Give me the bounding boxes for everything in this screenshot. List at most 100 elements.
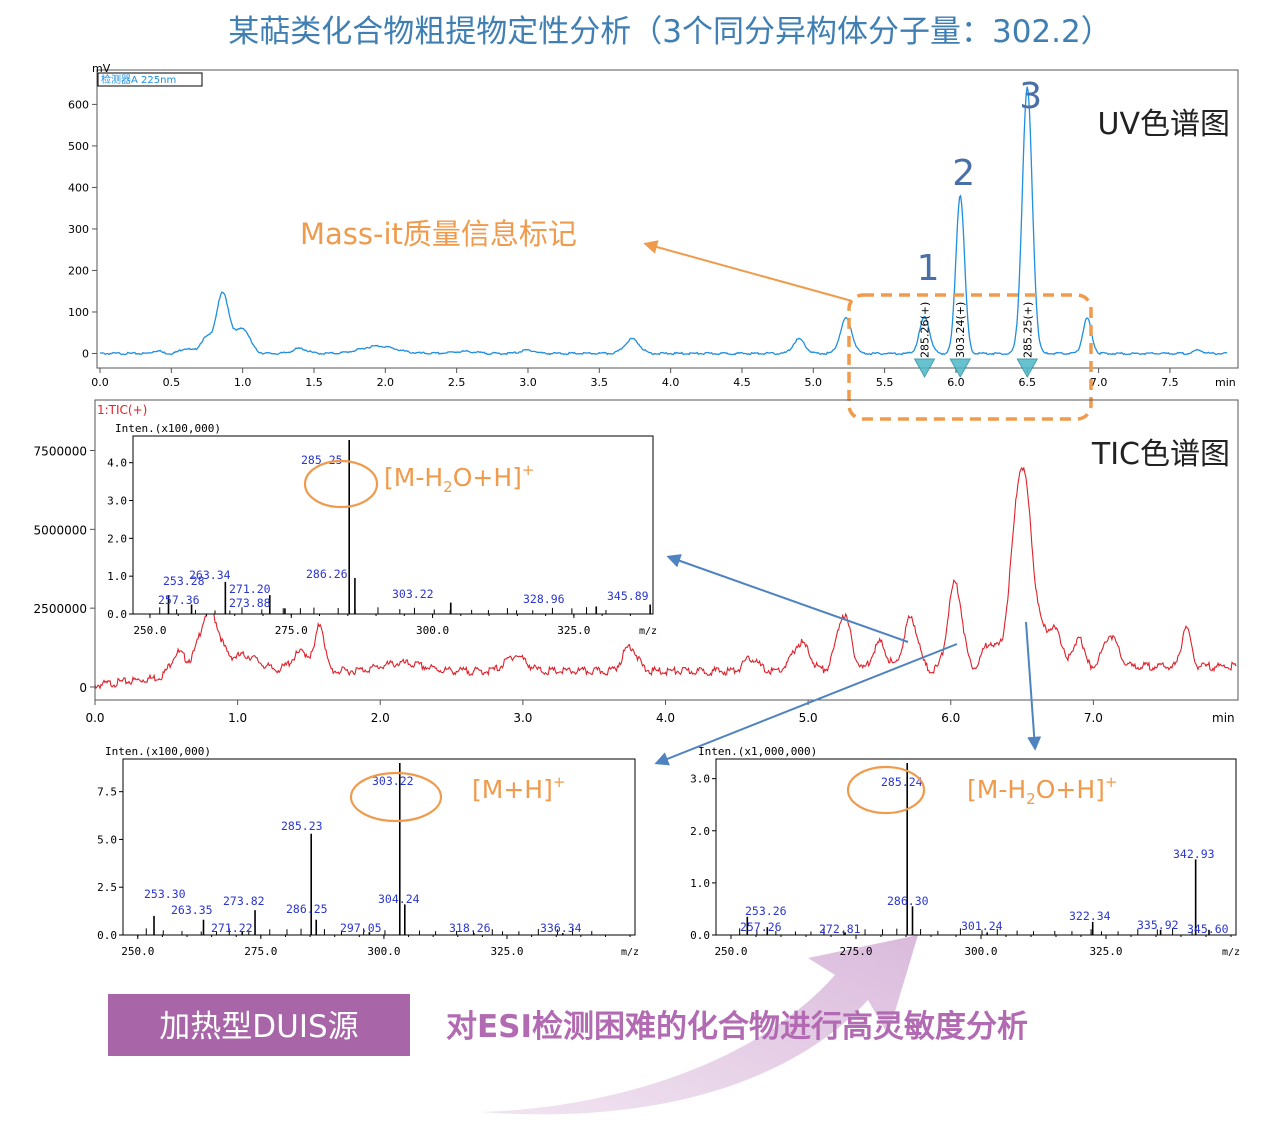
- spectrum-xlabel: m/z: [621, 947, 639, 958]
- spectrum-peak-label: 318.26: [449, 921, 491, 935]
- uv-marker-triangle: [913, 358, 936, 379]
- spectrum-peak-label: 286.25: [286, 902, 328, 916]
- spectrum-y-tick-label: 0.0: [97, 929, 117, 942]
- spectrum-peak-label: 253.28: [163, 574, 205, 588]
- highlight-circle: [303, 459, 379, 509]
- spectrum-y-tick-label: 7.5: [97, 786, 117, 799]
- uv-x-tick-label: 4.5: [733, 376, 751, 389]
- uv-x-tick-label: 5.0: [805, 376, 823, 389]
- spectrum-x-tick-label: 250.0: [714, 945, 747, 958]
- uv-marker-triangle: [1016, 358, 1039, 379]
- uv-marker-label: 285.25(+): [1021, 302, 1034, 358]
- uv-mass-markers: 285.26(+) 303.24(+) 285.25(+): [913, 302, 1039, 379]
- uv-plot-frame: [96, 69, 1239, 369]
- mass-spectrum-3: Inten.(x1,000,000) m/z 250.0 275.0 300.0 325.…: [690, 745, 1240, 958]
- tic-x-tick-label: 4.0: [656, 711, 675, 725]
- uv-legend-box: [97, 72, 203, 87]
- uv-x-tick-label: 4.0: [662, 376, 680, 389]
- spectrum-peak-label: 257.36: [158, 593, 200, 607]
- uv-x-tick-label: 5.5: [876, 376, 894, 389]
- spectrum-peak-label: 301.24: [961, 919, 1003, 933]
- spectrum-peak-label: 273.82: [223, 894, 265, 908]
- spectrum-peak-label: 286.26: [306, 567, 348, 581]
- uv-y-tick-label: 600: [68, 98, 89, 111]
- spectrum-y-tick-label: 1.0: [690, 877, 710, 890]
- spectrum-x-tick-label: 275.0: [244, 945, 277, 958]
- spectrum-x-tick-label: 300.0: [416, 624, 449, 637]
- uv-trace: [99, 86, 1228, 356]
- uv-xlabel: min: [1215, 376, 1236, 389]
- highlight-circle: [349, 771, 443, 823]
- spectrum-frame: [122, 758, 636, 936]
- uv-x-tick-label: 0.0: [91, 376, 109, 389]
- tic-y-tick-label: 7500000: [34, 445, 87, 459]
- uv-x-tick-label: 6.0: [947, 376, 965, 389]
- spectrum-peak-label: 303.22: [372, 774, 414, 788]
- spectrum-peak-label: 328.96: [523, 592, 565, 606]
- tic-chart-title: TIC色谱图: [1091, 437, 1230, 472]
- spectrum-peak-label: 285.25: [301, 453, 343, 467]
- spectrum-frame: [132, 435, 654, 615]
- arrow-to-spectrum-1: [666, 554, 909, 643]
- tic-plot-frame: [94, 399, 1239, 701]
- uv-x-tick-label: 1.0: [234, 376, 252, 389]
- tic-y-tick-label: 0: [79, 681, 87, 695]
- uv-x-tick-label: 0.5: [163, 376, 181, 389]
- uv-x-tick-label: 7.0: [1090, 376, 1108, 389]
- spectrum-peak-label: 345.89: [607, 589, 649, 603]
- spectrum-y-tick-label: 3.0: [107, 495, 127, 508]
- spectrum-peak-label: 272.81: [819, 922, 861, 936]
- spectrum-y-tick-label: 2.0: [690, 825, 710, 838]
- spectrum-x-tick-label: 325.0: [490, 945, 523, 958]
- tic-xlabel: min: [1212, 711, 1235, 725]
- tic-x-tick-label: 7.0: [1084, 711, 1103, 725]
- page-title: 某萜类化合物粗提物定性分析（3个同分异构体分子量：302.2）: [228, 14, 1111, 50]
- spectrum-x-tick-label: 275.0: [839, 945, 872, 958]
- uv-peak-number: 1: [917, 248, 940, 289]
- uv-x-tick-label: 6.5: [1019, 376, 1037, 389]
- mass-it-annotation: Mass-it质量信息标记: [300, 217, 577, 251]
- spectrum-xlabel: m/z: [1222, 947, 1240, 958]
- arrow-to-spectrum-2: [654, 643, 958, 766]
- spectrum-x-tick-label: 325.0: [1089, 945, 1122, 958]
- uv-y-tick-label: 200: [68, 264, 89, 277]
- uv-x-tick-label: 2.0: [377, 376, 395, 389]
- uv-y-tick-label: 500: [68, 140, 89, 153]
- uv-x-tick-label: 3.0: [519, 376, 537, 389]
- spectrum-y-tick-label: 1.0: [107, 570, 127, 583]
- spectrum-frame: [715, 758, 1237, 936]
- spectrum-y-tick-label: 0.0: [107, 608, 127, 621]
- uv-peak-number: 2: [952, 153, 975, 194]
- uv-chromatogram: 0.0 0.5 1.0 1.5 2.0 2.5 3.0 3.5 4.0 4.5 5.0 5.5 6.0 6…: [68, 62, 1239, 389]
- footer-badge-label: 加热型DUIS源: [159, 1009, 358, 1045]
- uv-chart-title: UV色谱图: [1098, 107, 1230, 142]
- uv-x-tick-label: 7.5: [1161, 376, 1179, 389]
- spectrum-x-tick-label: 250.0: [121, 945, 154, 958]
- spectrum-y-tick-label: 4.0: [107, 457, 127, 470]
- spectrum-peak-label: 271.22: [211, 921, 253, 935]
- spectrum-peak-label: 342.93: [1173, 847, 1215, 861]
- uv-x-tick-label: 1.5: [305, 376, 323, 389]
- ion-annotation: [M-H2O+H]+: [967, 773, 1117, 808]
- spectrum-ylabel: Inten.(x1,000,000): [698, 745, 817, 758]
- spectrum-peak-label: 335.92: [1137, 918, 1179, 932]
- uv-y-tick-label: 300: [68, 223, 89, 236]
- spectrum-y-tick-label: 2.5: [97, 881, 117, 894]
- spectrum-ylabel: Inten.(x100,000): [115, 422, 221, 435]
- spectrum-y-tick-label: 2.0: [107, 532, 127, 545]
- tic-trace: [94, 466, 1237, 690]
- tic-legend-label: 1:TIC(+): [97, 403, 147, 417]
- mass-spectrum-1: Inten.(x100,000) m/z 250.0 275.0 300.0 325.0 0…: [107, 422, 657, 637]
- uv-axes: 0.0 0.5 1.0 1.5 2.0 2.5 3.0 3.5 4.0 4.5 5.0 5.5 6.0 6…: [68, 98, 1238, 389]
- tic-x-tick-label: 3.0: [513, 711, 532, 725]
- spectrum-peak-label: 257.26: [740, 920, 782, 934]
- spectrum-ylabel: Inten.(x100,000): [105, 745, 211, 758]
- uv-x-tick-label: 3.5: [591, 376, 609, 389]
- uv-peak-number: 3: [1019, 76, 1042, 117]
- spectrum-peak-label: 297.05: [340, 921, 382, 935]
- tic-x-tick-label: 1.0: [228, 711, 247, 725]
- uv-marker-triangle: [949, 358, 972, 379]
- spectrum-peak-label: 271.20: [229, 582, 271, 596]
- highlight-circle: [846, 765, 926, 815]
- spectrum-peak-label: 253.26: [745, 904, 787, 918]
